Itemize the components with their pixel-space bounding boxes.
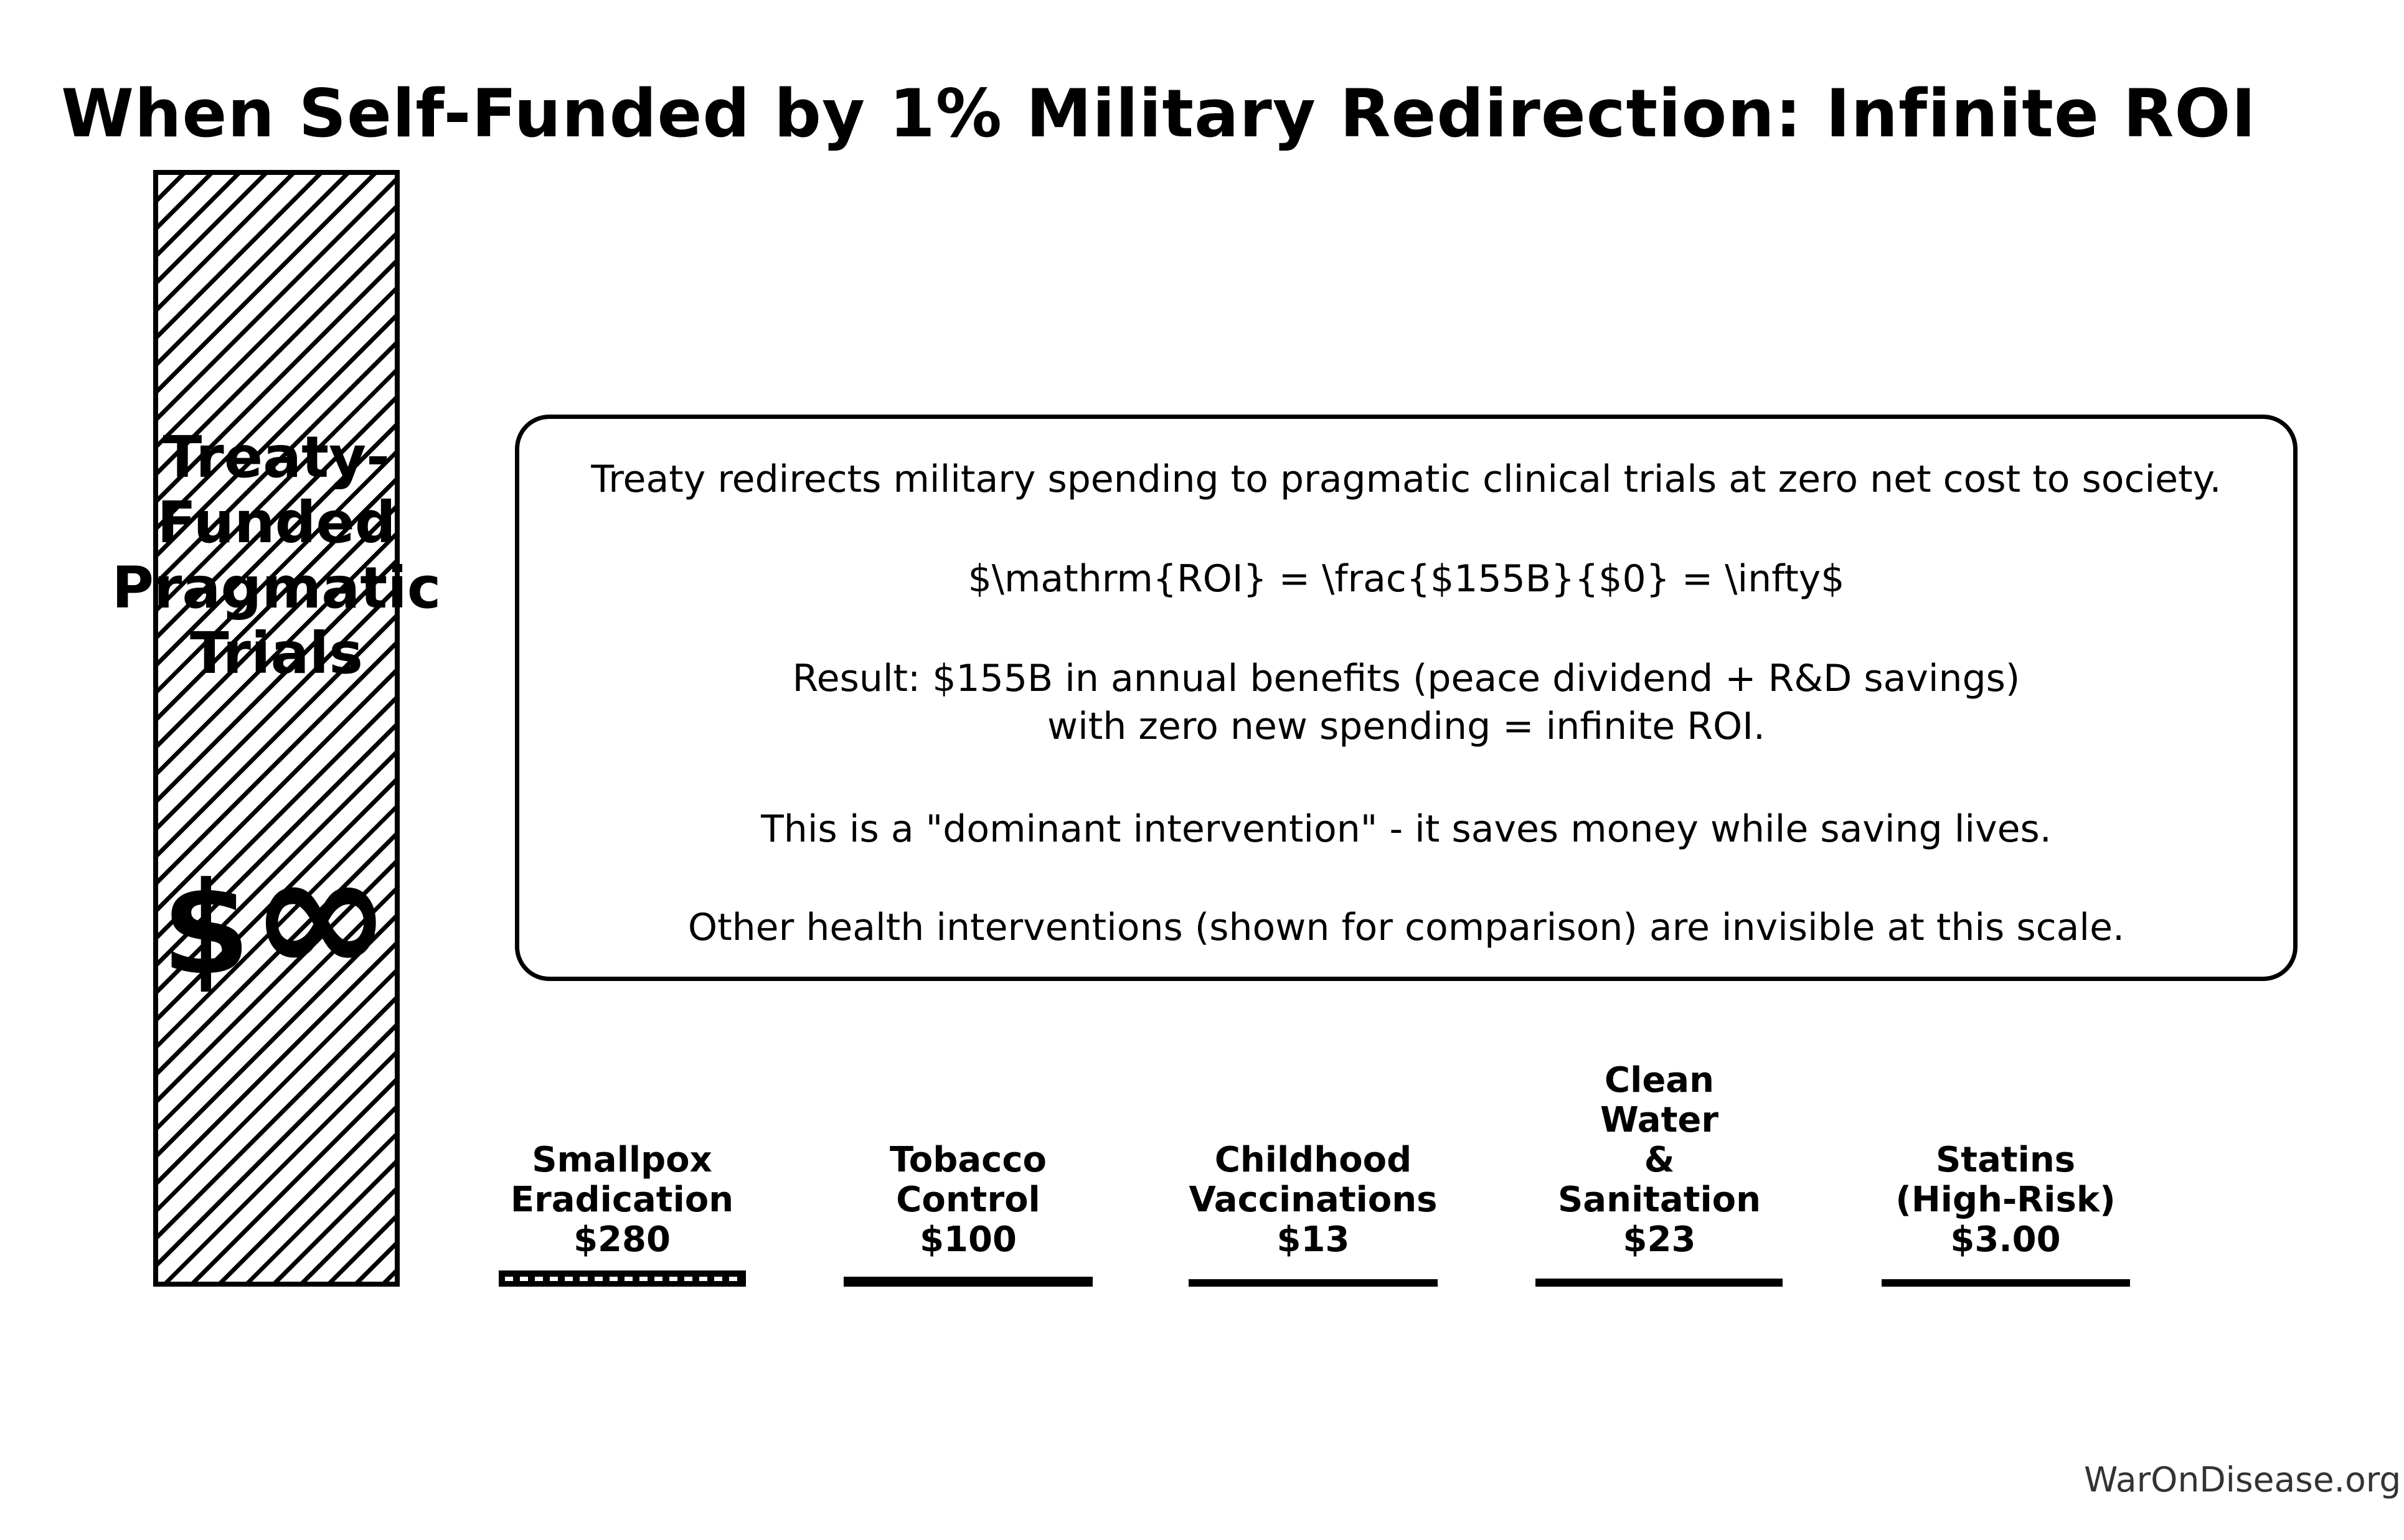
annotation-box xyxy=(515,415,2298,981)
bar-label-line: Treaty- xyxy=(163,424,390,491)
bar-label-line: Childhood xyxy=(1214,1140,1412,1180)
bar-label-clean-water-sanitation: Clean Water & Sanitation $23 xyxy=(1558,1061,1761,1260)
bar-value-label: $13 xyxy=(1276,1219,1350,1260)
annotation-line-5: This is a "dominant intervention" - it s… xyxy=(761,807,2052,851)
chart-title: When Self-Funded by 1% Military Redirect… xyxy=(61,75,2256,153)
watermark-waron-disease: WarOnDisease.org xyxy=(2084,1460,2402,1500)
bar-label-line: Statins xyxy=(1935,1140,2076,1180)
bar-label-line: Eradication xyxy=(510,1180,734,1220)
bar-label-line: Vaccinations xyxy=(1189,1180,1438,1220)
bar-label-line: Clean xyxy=(1605,1060,1714,1101)
bar-smallpox-eradication xyxy=(499,1270,746,1287)
bar-label-tobacco-control: Tobacco Control $100 xyxy=(890,1140,1047,1260)
bar-value-label: $23 xyxy=(1623,1219,1696,1260)
bar-label-line: Funded xyxy=(157,489,396,556)
bar-statins-high-risk xyxy=(1882,1279,2130,1287)
annotation-line-2-latex-roi-formula: $\mathrm{ROI} = \frac{$155B}{$0} = \inft… xyxy=(968,557,1845,601)
bar-value-label: $280 xyxy=(573,1219,671,1260)
bar-label-childhood-vaccinations: Childhood Vaccinations $13 xyxy=(1189,1140,1438,1260)
bar-clean-water-sanitation xyxy=(1535,1279,1783,1287)
bar-label-line: Water xyxy=(1600,1100,1718,1140)
annotation-line-6: Other health interventions (shown for co… xyxy=(687,906,2125,949)
annotation-line-4: with zero new spending = infinite ROI. xyxy=(1047,705,1765,748)
bar-label-line: Tobacco xyxy=(890,1140,1047,1180)
bar-label-line: Sanitation xyxy=(1557,1180,1761,1220)
bar-label-line: Pragmatic xyxy=(111,555,441,621)
bar-value-label: $3.00 xyxy=(1950,1219,2061,1260)
bar-label-line: & xyxy=(1644,1140,1675,1180)
bar-childhood-vaccinations xyxy=(1189,1279,1438,1287)
bar-label-line: Smallpox xyxy=(532,1140,712,1180)
bar-label-smallpox-eradication: Smallpox Eradication $280 xyxy=(511,1140,733,1260)
infinity-symbol: ∞ xyxy=(250,817,392,1013)
annotation-line-1: Treaty redirects military spending to pr… xyxy=(591,458,2222,501)
bar-tobacco-control xyxy=(844,1277,1093,1287)
bar-label-treaty-funded-pragmatic-trials: Treaty- Funded Pragmatic Trials xyxy=(34,425,519,686)
bar-treaty-funded-pragmatic-trials xyxy=(153,170,400,1287)
bar-label-line: (High-Risk) xyxy=(1895,1180,2116,1220)
bar-value-label: $100 xyxy=(920,1219,1017,1260)
bar-label-line: Control xyxy=(896,1180,1040,1220)
annotation-line-3: Result: $155B in annual benefits (peace … xyxy=(792,657,2020,700)
bar-label-statins-high-risk: Statins (High-Risk) $3.00 xyxy=(1895,1140,2115,1260)
dollar-sign: $ xyxy=(161,855,251,1003)
infinite-roi-value: $∞ xyxy=(161,830,391,1000)
white-dash-hatch xyxy=(505,1277,740,1281)
bar-label-line: Trials xyxy=(190,620,363,687)
